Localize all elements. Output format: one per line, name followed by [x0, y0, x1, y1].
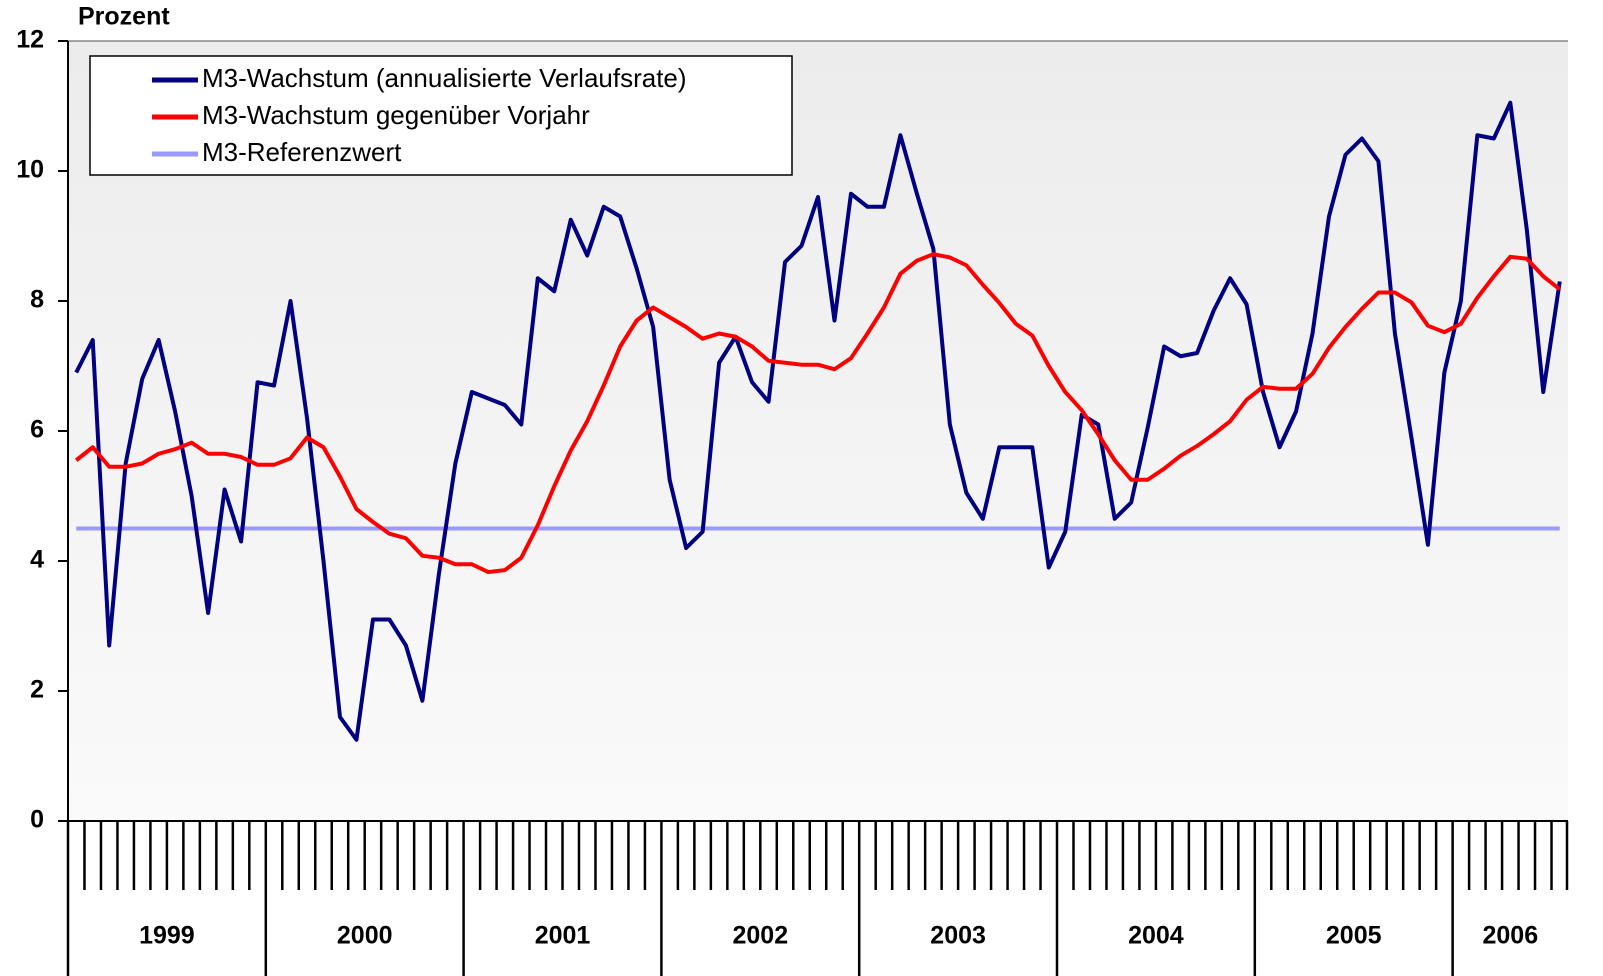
x-year-label: 2001	[535, 922, 591, 950]
legend-label: M3-Referenzwert	[202, 137, 402, 167]
y-tick-label: 2	[30, 676, 44, 704]
series-line	[75, 252, 1561, 575]
x-year-label: 2002	[732, 922, 788, 950]
y-tick-label: 6	[30, 416, 44, 444]
legend-box	[89, 55, 793, 176]
y-tick-label: 12	[16, 26, 44, 54]
x-year-label: 2003	[930, 922, 986, 950]
y-axis-title: Prozent	[78, 3, 170, 31]
x-year-label: 2004	[1128, 922, 1184, 950]
y-tick-label: 10	[16, 156, 44, 184]
series-line	[74, 100, 1562, 742]
x-year-label: 2005	[1326, 922, 1382, 950]
y-tick-label: 4	[30, 546, 44, 574]
y-tick-label: 8	[30, 286, 44, 314]
x-year-label: 2006	[1482, 922, 1538, 950]
legend-label: M3-Wachstum (annualisierte Verlaufsrate)	[202, 63, 687, 93]
x-year-label: 2000	[337, 922, 393, 950]
legend-label: M3-Wachstum gegenüber Vorjahr	[202, 100, 590, 130]
y-tick-label: 0	[30, 806, 44, 834]
x-year-label: 1999	[139, 922, 195, 950]
